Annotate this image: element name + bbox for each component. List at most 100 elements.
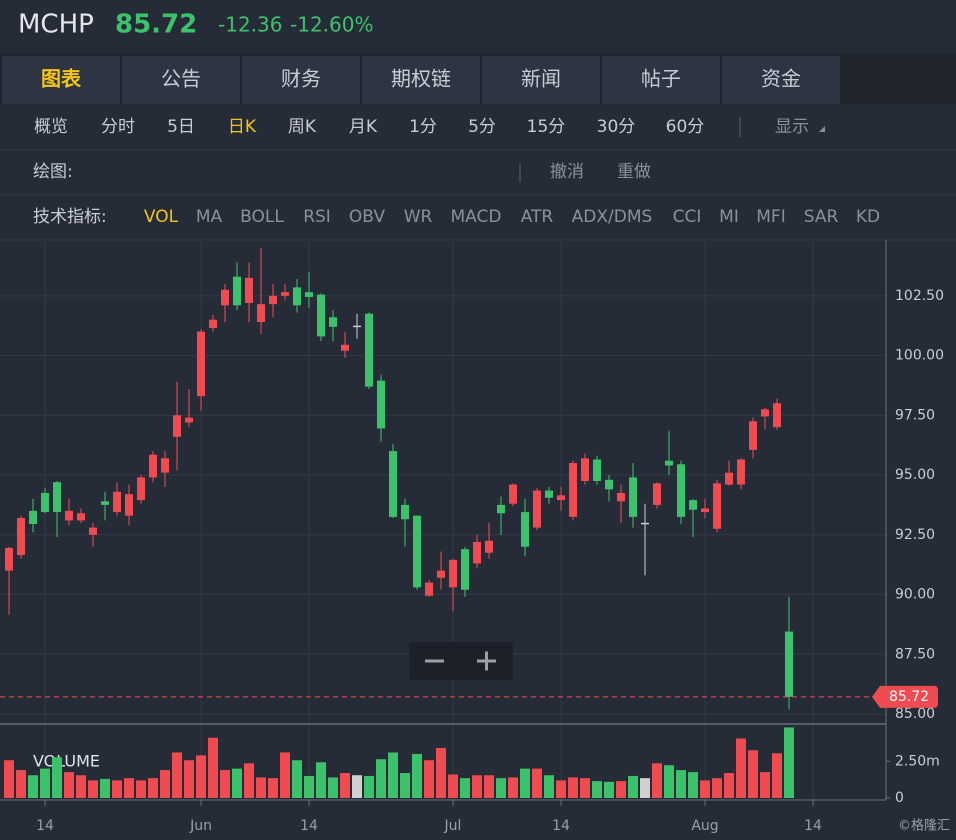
candle-body xyxy=(413,515,421,588)
volume-bar xyxy=(688,772,698,798)
indicator-option[interactable]: BOLL xyxy=(240,207,284,227)
tab[interactable] xyxy=(242,56,360,104)
volume-bar xyxy=(580,778,590,798)
volume-label: VOLUME xyxy=(33,752,100,771)
candle-body xyxy=(89,527,97,535)
volume-bar xyxy=(4,760,14,798)
candle-body xyxy=(725,472,733,485)
x-tick-label: Jun xyxy=(189,818,212,834)
display-toggle[interactable]: 显示 xyxy=(775,117,809,137)
tab-label[interactable]: 期权链 xyxy=(391,67,451,91)
volume-bar xyxy=(388,752,398,798)
volume-bar xyxy=(364,775,374,798)
x-tick-label: 14 xyxy=(804,818,822,834)
indicator-option[interactable]: SAR xyxy=(804,207,839,227)
period-option[interactable]: 分时 xyxy=(101,117,135,137)
redo-button[interactable]: 重做 xyxy=(617,162,651,182)
tab-label[interactable]: 帖子 xyxy=(641,67,681,91)
candle-body xyxy=(113,491,121,513)
x-tick-label: Jul xyxy=(444,818,462,834)
x-tick-label: 14 xyxy=(300,818,318,834)
candle-body xyxy=(689,500,697,510)
candle-body xyxy=(5,547,13,571)
candle-body xyxy=(185,417,193,423)
tab-label[interactable]: 财务 xyxy=(281,67,321,91)
indicator-option[interactable]: MACD xyxy=(451,207,502,227)
period-option[interactable]: 5分 xyxy=(468,117,496,137)
indicator-option[interactable]: WR xyxy=(404,207,433,227)
volume-bar xyxy=(556,780,566,798)
tab[interactable] xyxy=(722,56,840,104)
period-option[interactable]: 概览 xyxy=(34,117,68,137)
tab[interactable] xyxy=(122,56,240,104)
ticker: MCHP xyxy=(18,10,94,40)
candle-body xyxy=(605,479,613,490)
indicator-option[interactable]: RSI xyxy=(303,207,331,227)
volume-bar xyxy=(280,752,290,798)
indicator-option[interactable]: ATR xyxy=(521,207,554,227)
candle-body xyxy=(269,295,277,305)
undo-button[interactable]: 撤消 xyxy=(550,162,584,182)
display-caret xyxy=(819,126,825,132)
candle-body xyxy=(161,458,169,473)
indicator-option[interactable]: ADX/DMS xyxy=(572,207,653,227)
volume-bar xyxy=(760,772,770,798)
candle-body xyxy=(641,522,649,525)
volume-bar xyxy=(52,757,62,798)
tab[interactable] xyxy=(602,56,720,104)
candle-body xyxy=(665,460,673,466)
tab[interactable] xyxy=(482,56,600,104)
volume-bar xyxy=(340,773,350,798)
tab-label[interactable]: 新闻 xyxy=(521,67,561,91)
indicator-option[interactable]: VOL xyxy=(144,207,179,227)
candle-body xyxy=(197,331,205,397)
indicator-option[interactable]: OBV xyxy=(349,207,386,227)
y-tick-label: 85.00 xyxy=(895,706,935,722)
period-option[interactable]: 日K xyxy=(228,117,257,137)
indicator-option[interactable]: MI xyxy=(719,207,739,227)
volume-bar xyxy=(316,762,326,798)
candle-body xyxy=(557,495,565,501)
candle-body xyxy=(53,482,61,513)
period-option[interactable]: 1分 xyxy=(409,117,437,137)
y-tick-label: 90.00 xyxy=(895,587,935,603)
period-option[interactable]: 30分 xyxy=(597,117,636,137)
volume-bar xyxy=(292,760,302,798)
y-tick-label: 95.00 xyxy=(895,467,935,483)
indicator-option[interactable]: MFI xyxy=(756,207,785,227)
candle-body xyxy=(581,458,589,481)
volume-bar xyxy=(400,773,410,798)
indicator-option[interactable]: KD xyxy=(856,207,880,227)
tab-label[interactable]: 图表 xyxy=(41,67,82,91)
volume-bar xyxy=(772,753,782,798)
period-option[interactable]: 15分 xyxy=(527,117,566,137)
tab-label[interactable]: 资金 xyxy=(761,67,801,91)
candle-body xyxy=(353,325,361,328)
candle-body xyxy=(317,294,325,337)
tab-label[interactable]: 公告 xyxy=(161,67,201,91)
candle-body xyxy=(617,492,625,502)
tab[interactable] xyxy=(2,56,120,104)
tab[interactable] xyxy=(362,56,480,104)
candle-body xyxy=(545,490,553,498)
last-price-tag xyxy=(872,685,938,708)
watermark: ©格隆汇 xyxy=(898,818,950,834)
change-pct: -12.60% xyxy=(290,13,373,37)
volume-bar xyxy=(208,737,218,798)
indicator-option[interactable]: CCI xyxy=(673,207,702,227)
volume-bar xyxy=(784,727,794,798)
volume-bar xyxy=(508,777,518,798)
volume-bar xyxy=(640,778,650,798)
period-option[interactable]: 5日 xyxy=(167,117,195,137)
period-option[interactable]: 60分 xyxy=(666,117,705,137)
volume-bar xyxy=(172,752,182,798)
period-option[interactable]: 周K xyxy=(288,117,317,137)
candle-body xyxy=(233,276,241,306)
indicator-option[interactable]: MA xyxy=(196,207,223,227)
candle-body xyxy=(497,504,505,514)
volume-bar xyxy=(652,763,662,798)
candle-body xyxy=(329,317,337,327)
period-option[interactable]: 月K xyxy=(349,117,378,137)
volume-bar xyxy=(64,772,74,798)
candle-body xyxy=(65,510,73,521)
